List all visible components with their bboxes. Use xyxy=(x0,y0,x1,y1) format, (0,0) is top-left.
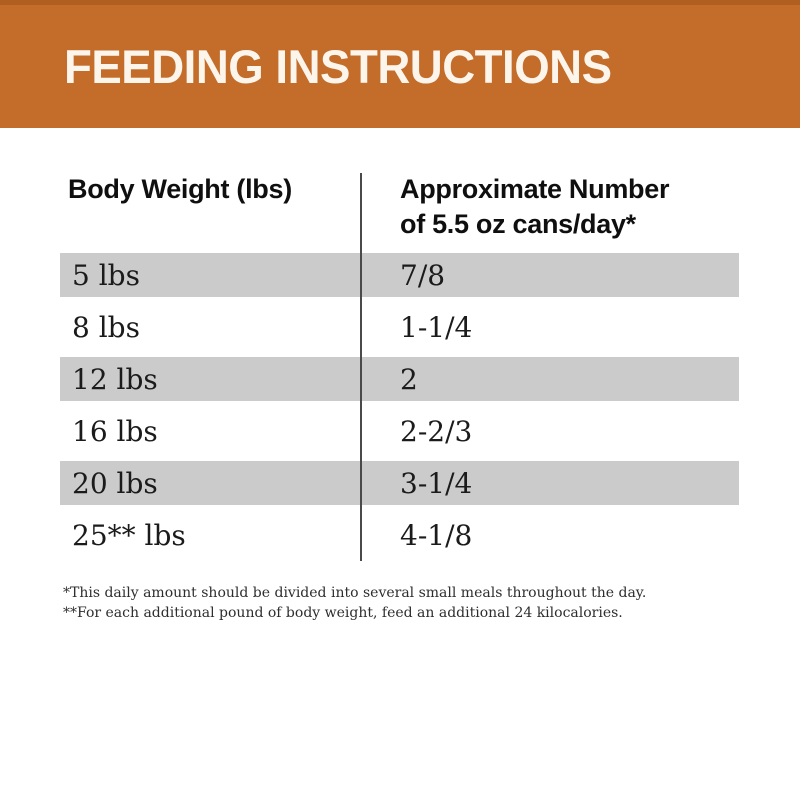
cans-per-day-cell: 3-1/4 xyxy=(400,466,473,500)
column-header-cans-per-day: Approximate Number of 5.5 oz cans/day* xyxy=(360,172,739,253)
footnotes: *This daily amount should be divided int… xyxy=(63,583,646,623)
table-row: 16 lbs 2-2/3 xyxy=(60,409,739,453)
cans-per-day-cell: 2 xyxy=(400,362,418,396)
table-header-row: Body Weight (lbs) Approximate Number of … xyxy=(60,170,739,253)
cans-per-day-cell: 2-2/3 xyxy=(400,414,473,448)
body-weight-cell: 25** lbs xyxy=(72,518,186,552)
footnote-additional-weight: **For each additional pound of body weig… xyxy=(63,605,623,621)
column-header-cans-line1: Approximate Number xyxy=(400,174,670,204)
table-row: 20 lbs 3-1/4 xyxy=(60,461,739,505)
column-divider xyxy=(360,173,362,561)
cans-per-day-cell: 1-1/4 xyxy=(400,310,473,344)
table-row: 8 lbs 1-1/4 xyxy=(60,305,739,349)
header-banner: FEEDING INSTRUCTIONS xyxy=(0,0,800,128)
body-weight-cell: 20 lbs xyxy=(72,466,158,500)
body-weight-cell: 5 lbs xyxy=(72,258,140,292)
table-row: 12 lbs 2 xyxy=(60,357,739,401)
footnote-daily-amount: *This daily amount should be divided int… xyxy=(63,585,647,601)
body-weight-cell: 16 lbs xyxy=(72,414,158,448)
body-weight-cell: 12 lbs xyxy=(72,362,158,396)
column-header-body-weight: Body Weight (lbs) xyxy=(68,174,292,204)
page-title: FEEDING INSTRUCTIONS xyxy=(64,40,612,93)
cans-per-day-cell: 4-1/8 xyxy=(400,518,473,552)
table-row: 5 lbs 7/8 xyxy=(60,253,739,297)
column-header-cans-line2: of 5.5 oz cans/day* xyxy=(400,209,636,239)
table-row: 25** lbs 4-1/8 xyxy=(60,513,739,557)
cans-per-day-cell: 7/8 xyxy=(400,258,446,292)
body-weight-cell: 8 lbs xyxy=(72,310,140,344)
feeding-table: Body Weight (lbs) Approximate Number of … xyxy=(60,170,739,565)
